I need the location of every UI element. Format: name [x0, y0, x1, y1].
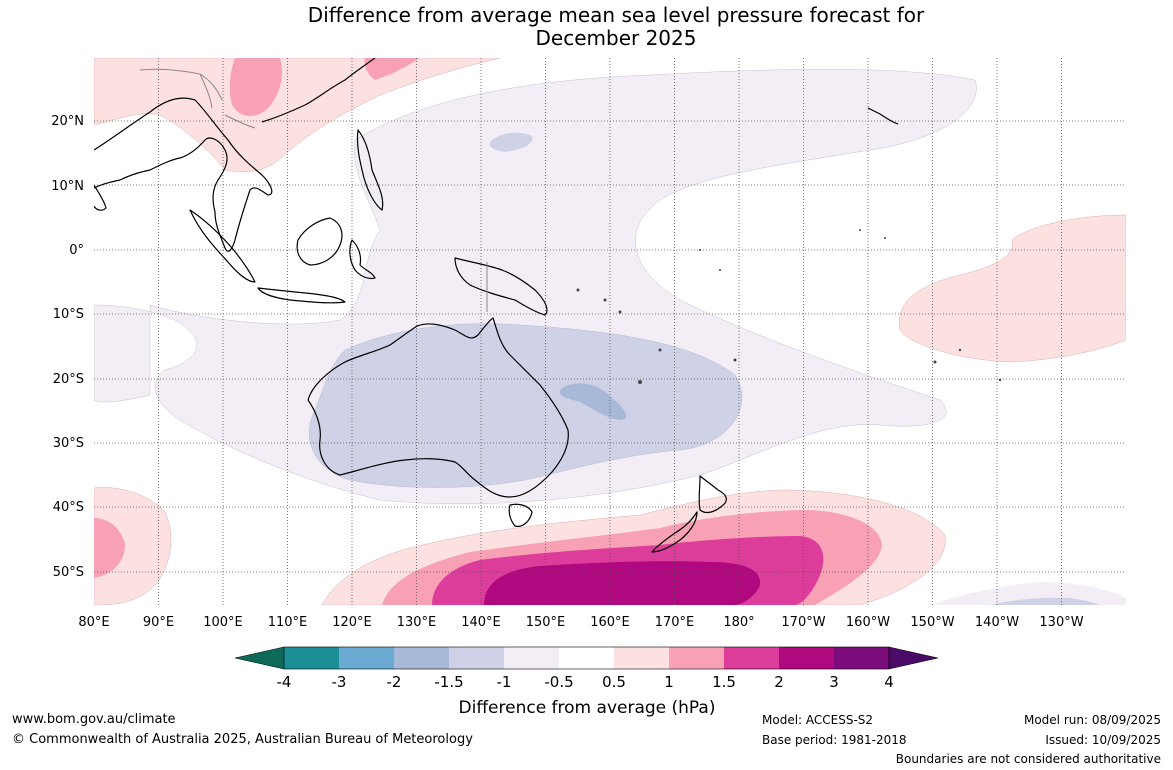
colorbar-label: Difference from average (hPa)	[459, 698, 716, 718]
colorbar-bin	[834, 647, 889, 669]
lon-label: 130°W	[1039, 615, 1083, 630]
coast-new-guinea	[454, 257, 548, 316]
copyright-text: © Commonwealth of Australia 2025, Austra…	[12, 732, 473, 747]
coast-sulawesi	[349, 239, 376, 280]
lon-label: 100°E	[203, 615, 243, 630]
chart-title: Difference from average mean sea level p…	[0, 4, 1173, 50]
lon-label: 170°E	[655, 615, 695, 630]
colorbar-bin	[559, 647, 614, 669]
title-line-1: Difference from average mean sea level p…	[307, 3, 925, 27]
contour-pos-1-sw	[94, 518, 125, 578]
coastlines	[94, 58, 899, 553]
coast-java	[257, 287, 346, 304]
contour-pos-0-5-sw	[94, 487, 172, 605]
colorbar-ticks: -4 -3 -2 -1.5 -1 -0.5 0.5 1 1.5 2 3 4	[277, 673, 894, 691]
coast-india	[94, 184, 107, 211]
colorbar-bin	[504, 647, 559, 669]
coast-philippines	[356, 129, 384, 211]
contour-neg-1-n	[489, 132, 533, 152]
boundaries-disclaimer: Boundaries are not considered authoritat…	[895, 752, 1161, 766]
title-line-2: December 2025	[535, 26, 697, 50]
colorbar-tick: -4	[277, 673, 292, 691]
base-period: Base period: 1981-2018	[762, 733, 907, 747]
pacific-islands	[576, 229, 1002, 384]
lon-label: 160°W	[846, 615, 890, 630]
anomaly-field	[94, 58, 1126, 605]
colorbar-tick: -1	[497, 673, 512, 691]
colorbar-extend-low	[234, 646, 285, 670]
lat-label: 0°	[69, 243, 84, 258]
colorbar-tick: 1	[664, 673, 674, 691]
lat-label: 30°S	[53, 436, 84, 451]
lon-label: 140°E	[461, 615, 501, 630]
coast-australia	[307, 317, 569, 498]
colorbar-bin	[449, 647, 504, 669]
lon-label: 180°	[723, 615, 754, 630]
lon-label: 80°E	[78, 615, 109, 630]
lat-label: 40°S	[53, 500, 84, 515]
contour-neg-1-5-aus	[559, 383, 627, 420]
colorbar-tick: -0.5	[544, 673, 573, 691]
lon-label: 110°E	[268, 615, 308, 630]
colorbar-bin	[724, 647, 779, 669]
lon-label: 170°W	[781, 615, 825, 630]
contour-pos-0-5-ne	[899, 214, 1126, 363]
coast-nz-south	[651, 511, 698, 553]
model-name: Model: ACCESS-S2	[762, 713, 874, 727]
contour-neg-0-5-north	[94, 68, 977, 505]
colorbar-tick: -3	[332, 673, 347, 691]
lon-label: 160°E	[590, 615, 630, 630]
contour-pos-1-asia-2	[364, 58, 420, 80]
lon-label: 120°E	[332, 615, 372, 630]
coast-borneo	[296, 217, 343, 266]
lon-label: 150°W	[910, 615, 954, 630]
colorbar-tick: 0.5	[602, 673, 626, 691]
colorbar: -4 -3 -2 -1.5 -1 -0.5 0.5 1 1.5 2 3 4 Di…	[234, 646, 939, 718]
coast-china	[261, 58, 376, 123]
coast-tasmania	[508, 503, 533, 527]
colorbar-tick: -1.5	[434, 673, 463, 691]
lon-label: 130°E	[397, 615, 437, 630]
borders	[139, 68, 488, 312]
colorbar-bin	[669, 647, 724, 669]
lat-label: 20°N	[51, 114, 84, 129]
coast-hawaii	[867, 107, 899, 125]
colorbar-bin	[394, 647, 449, 669]
colorbar-bin	[284, 647, 339, 669]
contour-pos-0-5-nw	[94, 58, 501, 173]
contour-pos-1-asia	[229, 58, 282, 116]
coast-asia-mainland	[94, 97, 273, 252]
latitude-labels: 20°N 10°N 0° 10°S 20°S 30°S 40°S 50°S	[51, 114, 84, 580]
website-link[interactable]: www.bom.gov.au/climate	[12, 712, 176, 727]
colorbar-tick: 3	[829, 673, 839, 691]
issued-date: Issued: 10/09/2025	[1045, 733, 1161, 747]
lat-label: 20°S	[53, 372, 84, 387]
contour-neg-1-se	[990, 597, 1100, 605]
colorbar-bin	[339, 647, 394, 669]
lon-label: 90°E	[143, 615, 174, 630]
colorbar-tick: 4	[884, 673, 894, 691]
colorbar-extend-high	[888, 646, 939, 670]
lat-label: 10°S	[53, 307, 84, 322]
colorbar-tick: 2	[774, 673, 784, 691]
colorbar-bin	[779, 647, 834, 669]
coast-nz-north	[698, 475, 727, 514]
lat-label: 50°S	[53, 565, 84, 580]
colorbar-tick: -2	[387, 673, 402, 691]
longitude-labels: 80°E 90°E 100°E 110°E 120°E 130°E 140°E …	[78, 615, 1083, 630]
colorbar-bin	[614, 647, 669, 669]
contour-neg-1-aus	[308, 323, 743, 488]
model-run-date: Model run: 08/09/2025	[1023, 713, 1161, 727]
lon-label: 150°E	[526, 615, 566, 630]
colorbar-tick: 1.5	[712, 673, 736, 691]
lon-label: 140°W	[975, 615, 1019, 630]
lat-label: 10°N	[51, 179, 84, 194]
